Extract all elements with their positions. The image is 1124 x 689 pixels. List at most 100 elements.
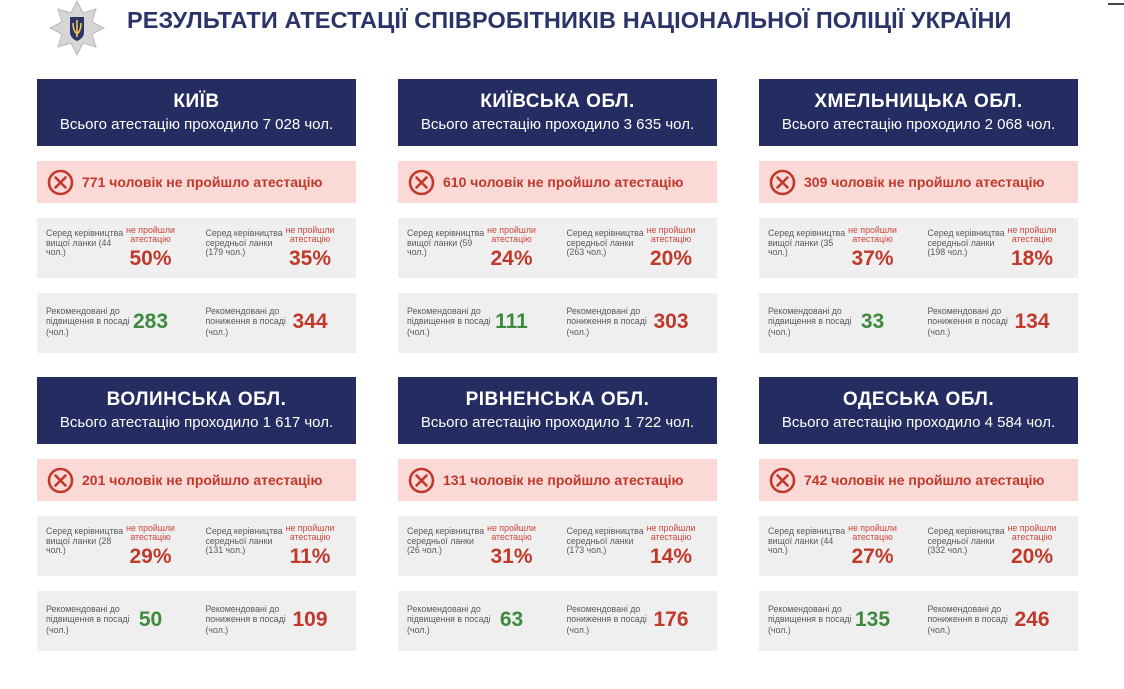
- middle-management-stat: Серед керівництва середньої ланки (131 ч…: [197, 516, 357, 576]
- demotion-label: Рекомендовані до пониження в посаді (чол…: [205, 306, 286, 337]
- failed-count: 771 чоловік не пройшло атестацію: [82, 174, 323, 190]
- stat-label: Серед керівництва вищої ланки (44 чол.): [768, 526, 846, 556]
- promotion-label: Рекомендовані до підвищення в посаді (чо…: [46, 306, 130, 337]
- region-card: ОДЕСЬКА ОБЛ. Всього атестацію проходило …: [759, 377, 1078, 651]
- demotion-label: Рекомендовані до пониження в посаді (чол…: [205, 604, 286, 635]
- region-card: КИЇВ Всього атестацію проходило 7 028 чо…: [37, 79, 356, 353]
- region-name: ВОЛИНСЬКА ОБЛ.: [106, 389, 287, 410]
- recommendations: Рекомендовані до підвищення в посаді (чо…: [759, 293, 1078, 353]
- recommendations: Рекомендовані до підвищення в посаді (чо…: [398, 591, 717, 651]
- region-card: РІВНЕНСЬКА ОБЛ. Всього атестацію проходи…: [398, 377, 717, 651]
- promotion-label: Рекомендовані до підвищення в посаді (чо…: [407, 604, 491, 635]
- senior-management-stat: Серед керівництва вищої ланки (28 чол.) …: [37, 516, 197, 576]
- demotion-label: Рекомендовані до пониження в посаді (чол…: [566, 604, 647, 635]
- stat-caption: не пройшли атестацію: [126, 225, 175, 245]
- demotion-stat: Рекомендовані до пониження в посаді (чол…: [919, 293, 1079, 353]
- demotion-value: 303: [653, 310, 689, 333]
- failed-banner: 201 чоловік не пройшло атестацію: [37, 459, 356, 501]
- promotion-value: 33: [860, 310, 885, 333]
- close-circle-icon: [408, 467, 435, 494]
- page-header: РЕЗУЛЬТАТИ АТЕСТАЦІЇ СПІВРОБІТНИКІВ НАЦІ…: [0, 0, 1124, 60]
- total-attested: Всього атестацію проходило 2 068 чол.: [781, 116, 1056, 133]
- stat-percent: 18%: [1010, 247, 1054, 270]
- failed-banner: 610 чоловік не пройшло атестацію: [398, 161, 717, 203]
- promotion-stat: Рекомендовані до підвищення в посаді (чо…: [37, 591, 197, 651]
- management-stats: Серед керівництва вищої ланки (44 чол.) …: [759, 516, 1078, 576]
- demotion-value: 176: [653, 608, 689, 631]
- stat-caption: не пройшли атестацію: [285, 523, 335, 543]
- demotion-stat: Рекомендовані до пониження в посаді (чол…: [197, 591, 357, 651]
- demotion-label: Рекомендовані до пониження в посаді (чол…: [927, 604, 1008, 635]
- demotion-label: Рекомендовані до пониження в посаді (чол…: [566, 306, 647, 337]
- stat-percent: 27%: [851, 545, 894, 568]
- senior-management-stat: Серед керівництва середньої ланки (26 чо…: [398, 516, 558, 576]
- senior-management-stat: Серед керівництва вищої ланки (59 чол.) …: [398, 218, 558, 278]
- region-header: ОДЕСЬКА ОБЛ. Всього атестацію проходило …: [759, 377, 1078, 444]
- stat-label: Серед керівництва середньої ланки (332 ч…: [927, 526, 1005, 556]
- failed-banner: 742 чоловік не пройшло атестацію: [759, 459, 1078, 501]
- region-header: КИЇВСЬКА ОБЛ. Всього атестацію проходило…: [398, 79, 717, 146]
- failed-count: 742 чоловік не пройшло атестацію: [804, 472, 1045, 488]
- stat-caption: не пройшли атестацію: [646, 225, 696, 245]
- stat-label: Серед керівництва середньої ланки (173 ч…: [566, 526, 644, 556]
- recommendations: Рекомендовані до підвищення в посаді (чо…: [398, 293, 717, 353]
- stat-caption: не пройшли атестацію: [285, 225, 335, 245]
- stat-caption: не пройшли атестацію: [848, 523, 897, 543]
- promotion-stat: Рекомендовані до підвищення в посаді (чо…: [398, 293, 558, 353]
- region-header: КИЇВ Всього атестацію проходило 7 028 чо…: [37, 79, 356, 146]
- failed-count: 201 чоловік не пройшло атестацію: [82, 472, 323, 488]
- total-attested: Всього атестацію проходило 3 635 чол.: [420, 116, 695, 133]
- promotion-stat: Рекомендовані до підвищення в посаді (чо…: [759, 293, 919, 353]
- stat-caption: не пройшли атестацію: [487, 523, 536, 543]
- close-circle-icon: [408, 169, 435, 196]
- promotion-stat: Рекомендовані до підвищення в посаді (чо…: [759, 591, 919, 651]
- stat-percent: 11%: [289, 545, 331, 568]
- demotion-value: 109: [292, 608, 328, 631]
- police-emblem-icon: [48, 0, 106, 56]
- stat-label: Серед керівництва середньої ланки (26 чо…: [407, 526, 485, 556]
- middle-management-stat: Серед керівництва середньої ланки (173 ч…: [558, 516, 718, 576]
- stat-label: Серед керівництва середньої ланки (131 ч…: [205, 526, 283, 556]
- total-attested: Всього атестацію проходило 1 617 чол.: [59, 414, 334, 431]
- demotion-label: Рекомендовані до пониження в посаді (чол…: [927, 306, 1008, 337]
- stat-caption: не пройшли атестацію: [646, 523, 696, 543]
- stat-label: Серед керівництва вищої ланки (28 чол.): [46, 526, 124, 556]
- promotion-stat: Рекомендовані до підвищення в посаді (чо…: [37, 293, 197, 353]
- middle-management-stat: Серед керівництва середньої ланки (179 ч…: [197, 218, 357, 278]
- region-name: ОДЕСЬКА ОБЛ.: [842, 389, 995, 410]
- region-header: РІВНЕНСЬКА ОБЛ. Всього атестацію проходи…: [398, 377, 717, 444]
- middle-management-stat: Серед керівництва середньої ланки (263 ч…: [558, 218, 718, 278]
- demotion-stat: Рекомендовані до пониження в посаді (чол…: [558, 293, 718, 353]
- management-stats: Серед керівництва вищої ланки (35 чол.) …: [759, 218, 1078, 278]
- stat-percent: 37%: [851, 247, 894, 270]
- close-circle-icon: [47, 467, 74, 494]
- region-name: ХМЕЛЬНИЦЬКА ОБЛ.: [814, 91, 1023, 112]
- stat-caption: не пройшли атестацію: [848, 225, 897, 245]
- promotion-label: Рекомендовані до підвищення в посаді (чо…: [768, 604, 852, 635]
- region-header: ХМЕЛЬНИЦЬКА ОБЛ. Всього атестацію проход…: [759, 79, 1078, 146]
- stat-caption: не пройшли атестацію: [1007, 523, 1057, 543]
- demotion-value: 134: [1014, 310, 1050, 333]
- total-attested: Всього атестацію проходило 7 028 чол.: [59, 116, 334, 133]
- management-stats: Серед керівництва вищої ланки (59 чол.) …: [398, 218, 717, 278]
- promotion-value: 135: [854, 608, 891, 631]
- stat-label: Серед керівництва вищої ланки (44 чол.): [46, 228, 124, 258]
- senior-management-stat: Серед керівництва вищої ланки (44 чол.) …: [759, 516, 919, 576]
- region-card: КИЇВСЬКА ОБЛ. Всього атестацію проходило…: [398, 79, 717, 353]
- stat-percent: 14%: [649, 545, 693, 568]
- page-title: РЕЗУЛЬТАТИ АТЕСТАЦІЇ СПІВРОБІТНИКІВ НАЦІ…: [127, 7, 1012, 33]
- promotion-stat: Рекомендовані до підвищення в посаді (чо…: [398, 591, 558, 651]
- demotion-stat: Рекомендовані до пониження в посаді (чол…: [919, 591, 1079, 651]
- promotion-value: 50: [138, 608, 163, 631]
- recommendations: Рекомендовані до підвищення в посаді (чо…: [37, 591, 356, 651]
- total-attested: Всього атестацію проходило 1 722 чол.: [420, 414, 695, 431]
- stat-percent: 29%: [129, 545, 172, 568]
- region-card: ХМЕЛЬНИЦЬКА ОБЛ. Всього атестацію проход…: [759, 79, 1078, 353]
- failed-banner: 131 чоловік не пройшло атестацію: [398, 459, 717, 501]
- stat-percent: 20%: [649, 247, 693, 270]
- stat-percent: 24%: [490, 247, 533, 270]
- total-attested: Всього атестацію проходило 4 584 чол.: [781, 414, 1056, 431]
- middle-management-stat: Серед керівництва середньої ланки (198 ч…: [919, 218, 1079, 278]
- demotion-stat: Рекомендовані до пониження в посаді (чол…: [197, 293, 357, 353]
- stat-label: Серед керівництва середньої ланки (263 ч…: [566, 228, 644, 258]
